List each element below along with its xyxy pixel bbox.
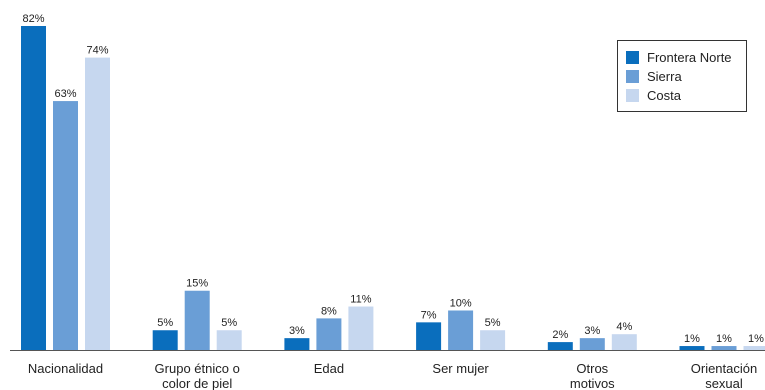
legend-swatch-costa — [626, 89, 639, 102]
data-label: 63% — [54, 88, 76, 100]
data-label: 8% — [321, 305, 337, 317]
data-label: 5% — [485, 317, 501, 329]
data-label: 2% — [552, 329, 568, 341]
data-label: 5% — [221, 317, 237, 329]
bar — [216, 330, 242, 350]
bar — [348, 306, 374, 350]
category-label: sexual — [705, 376, 743, 390]
category-label: color de piel — [162, 376, 232, 390]
category-label: Edad — [314, 361, 344, 376]
category-label: Ser mujer — [432, 361, 489, 376]
chart-legend: Frontera Norte Sierra Costa — [617, 40, 747, 112]
bar — [416, 322, 442, 350]
category-label: motivos — [570, 376, 615, 390]
legend-swatch-frontera-norte — [626, 51, 639, 64]
bar — [85, 57, 110, 351]
bar — [53, 101, 78, 350]
data-label: 82% — [22, 13, 44, 25]
data-label: 11% — [350, 294, 371, 306]
bar — [711, 346, 737, 350]
data-label: 1% — [684, 333, 700, 345]
category-label: Orientación — [691, 361, 757, 376]
data-label: 10% — [450, 297, 472, 309]
legend-label: Sierra — [647, 69, 682, 84]
category-label: Grupo étnico o — [155, 361, 240, 376]
data-label: 4% — [616, 321, 632, 333]
data-label: 1% — [748, 333, 764, 345]
bar — [21, 26, 46, 350]
bar — [547, 342, 573, 350]
bar — [743, 346, 765, 350]
data-label: 3% — [289, 325, 305, 337]
bar — [152, 330, 178, 350]
category-label: Otros — [576, 361, 608, 376]
bar — [611, 334, 637, 350]
data-label: 5% — [157, 317, 173, 329]
bar — [480, 330, 506, 350]
data-label: 74% — [86, 45, 108, 57]
bar — [284, 338, 310, 350]
data-label: 3% — [584, 325, 600, 337]
category-label: Nacionalidad — [28, 361, 103, 376]
legend-label: Costa — [647, 88, 681, 103]
bar — [679, 346, 705, 350]
legend-swatch-sierra — [626, 70, 639, 83]
bar — [448, 310, 474, 350]
legend-label: Frontera Norte — [647, 50, 732, 65]
legend-item-costa: Costa — [626, 86, 746, 105]
bar — [579, 338, 605, 350]
legend-item-frontera-norte: Frontera Norte — [626, 48, 746, 67]
data-label: 1% — [716, 333, 732, 345]
bar — [316, 318, 342, 350]
data-label: 15% — [186, 278, 208, 290]
bar — [184, 290, 210, 350]
data-label: 7% — [421, 309, 437, 321]
legend-item-sierra: Sierra — [626, 67, 746, 86]
